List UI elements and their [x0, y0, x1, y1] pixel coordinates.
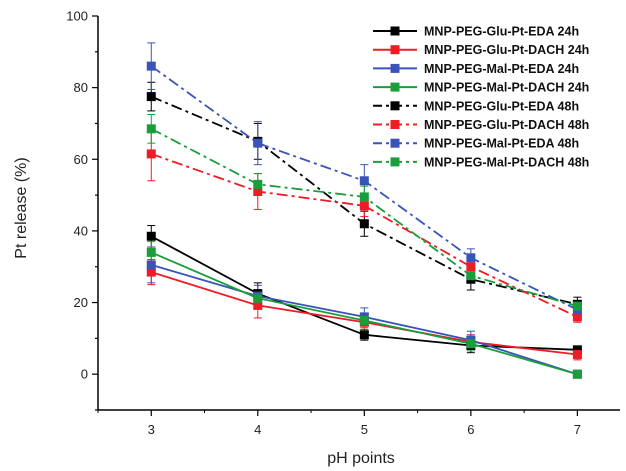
legend-marker — [390, 138, 400, 148]
legend-label: MNP-PEG-Mal-Pt-DACH 24h — [424, 81, 589, 95]
legend-marker — [390, 120, 400, 129]
x-tick-label: 4 — [254, 422, 261, 437]
data-point — [359, 192, 369, 202]
data-point — [466, 339, 476, 349]
legend-label: MNP-PEG-Mal-Pt-DACH 48h — [424, 155, 589, 169]
data-point — [253, 138, 263, 148]
x-axis-title: pH points — [327, 450, 395, 467]
data-point — [253, 187, 263, 197]
data-point — [146, 61, 156, 71]
legend-label: MNP-PEG-Glu-Pt-DACH 48h — [424, 118, 589, 132]
data-point — [572, 312, 582, 322]
y-tick-label: 20 — [74, 295, 88, 310]
y-tick-label: 80 — [74, 80, 88, 95]
legend-marker — [390, 45, 400, 55]
data-point — [572, 369, 582, 379]
data-point — [572, 345, 582, 355]
data-point — [466, 262, 476, 272]
legend-label: MNP-PEG-Glu-Pt-EDA 48h — [424, 99, 579, 113]
legend-label: MNP-PEG-Mal-Pt-EDA 24h — [424, 62, 579, 76]
legend-marker — [390, 101, 400, 111]
y-tick-label: 0 — [81, 367, 88, 382]
data-point — [253, 179, 263, 189]
legend-marker — [390, 82, 400, 92]
legend-marker — [390, 26, 400, 36]
data-point — [146, 260, 156, 270]
data-point — [146, 92, 156, 102]
x-tick-label: 6 — [467, 422, 474, 437]
data-point — [146, 247, 156, 257]
data-point — [253, 300, 263, 310]
y-tick-label: 100 — [66, 9, 88, 24]
plot-area: 0 20 40 60 80 100 3 4 5 6 7 — [66, 9, 620, 437]
y-axis-title: Pt release (%) — [13, 157, 30, 258]
data-point — [253, 293, 263, 303]
data-point — [466, 271, 476, 281]
legend-label: MNP-PEG-Glu-Pt-EDA 24h — [424, 25, 579, 39]
legend-label: MNP-PEG-Mal-Pt-EDA 48h — [424, 137, 579, 151]
x-tick-label: 5 — [361, 422, 368, 437]
y-tick-label: 60 — [74, 152, 88, 167]
data-point — [146, 124, 156, 134]
data-point — [359, 330, 369, 340]
legend: MNP-PEG-Glu-Pt-EDA 24h MNP-PEG-Glu-Pt-DAC… — [373, 25, 589, 169]
data-point — [572, 301, 582, 311]
legend-marker — [390, 63, 400, 73]
legend-label: MNP-PEG-Glu-Pt-DACH 24h — [424, 43, 589, 57]
y-tick-label: 40 — [74, 223, 88, 238]
x-tick-label: 7 — [574, 422, 581, 437]
data-point — [146, 231, 156, 241]
data-point — [146, 149, 156, 159]
data-point — [466, 253, 476, 263]
data-point — [359, 315, 369, 325]
data-point — [359, 201, 369, 211]
data-point — [572, 349, 582, 359]
data-point — [359, 219, 369, 229]
data-point — [359, 176, 369, 186]
x-tick-label: 3 — [148, 422, 155, 437]
data-point — [146, 267, 156, 277]
legend-marker — [390, 157, 400, 167]
